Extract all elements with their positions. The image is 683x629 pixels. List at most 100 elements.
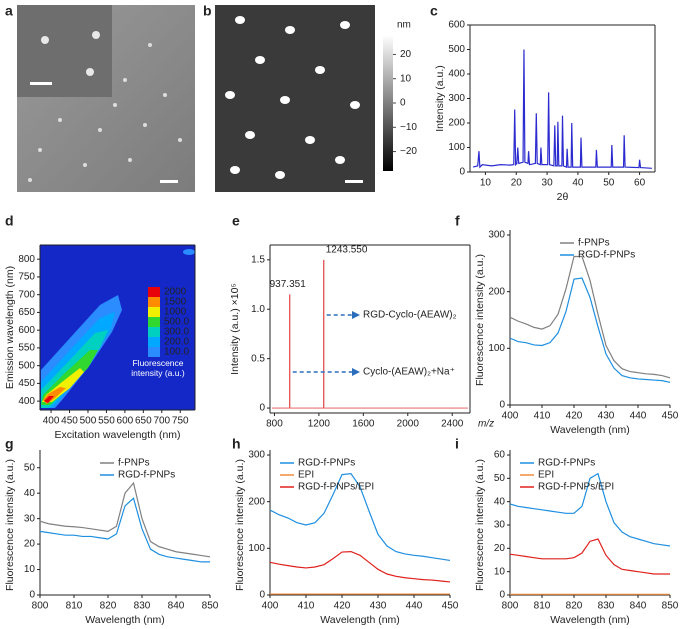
x-tick-label: 650 — [135, 416, 152, 427]
y-axis-label: Fluorescence intensity (a.u.) — [234, 459, 246, 591]
x-tick-label: 420 — [566, 411, 583, 422]
arrow-head — [352, 368, 360, 376]
y-tick-label: 800 — [18, 254, 35, 265]
x-tick-label: 1600 — [352, 419, 375, 430]
afm-image — [215, 5, 393, 192]
series-line — [39, 481, 211, 558]
legend-label: RGD-f-PNPs — [118, 470, 175, 481]
x-axis-label: 2θ — [557, 191, 569, 203]
series-line — [472, 49, 652, 169]
legend-label: 200.0 — [164, 337, 189, 348]
colorbar-tick-label: −20 — [400, 146, 417, 157]
y-tick-label: 750 — [18, 272, 35, 283]
x-tick-label: 410 — [298, 601, 315, 612]
panel-label: f — [455, 213, 460, 229]
y-tick-label: 400 — [18, 396, 35, 407]
x-tick-label: 410 — [534, 411, 551, 422]
x-tick-label: 450 — [61, 416, 78, 427]
x-tick-label: 600 — [117, 416, 134, 427]
y-tick-label: 0 — [459, 167, 465, 178]
y-tick-label: 10 — [24, 564, 36, 575]
legend-label: 1500 — [164, 297, 187, 308]
annotation: Cyclo-(AEAW)₂+Na⁺ — [363, 367, 455, 378]
y-tick-label: 600 — [448, 20, 465, 31]
legend-label: RGD-f-PNPs — [298, 458, 355, 469]
y-tick-label: 60 — [494, 450, 506, 461]
series-line — [269, 473, 451, 562]
legend-label: RGD-f-PNPs — [578, 250, 635, 261]
x-tick-label: 440 — [406, 601, 423, 612]
legend-label: 2000 — [164, 287, 187, 298]
x-tick-label: 830 — [598, 601, 615, 612]
annotation: RGD-Cyclo-(AEAW)₂ — [363, 310, 457, 321]
x-tick-label: 810 — [534, 601, 551, 612]
x-tick-label: 840 — [168, 601, 185, 612]
y-tick-label: 0 — [259, 403, 265, 414]
x-tick-label: 800 — [502, 601, 519, 612]
y-tick-label: 50 — [494, 473, 506, 484]
x-tick-label: 2400 — [441, 419, 464, 430]
x-tick-label: 800 — [32, 601, 49, 612]
y-tick-label: 0 — [499, 590, 505, 601]
x-tick-label: 800 — [266, 419, 283, 430]
y-tick-label: 300 — [248, 450, 265, 461]
series-line — [509, 472, 671, 547]
y-tick-label: 300 — [488, 230, 505, 241]
panel-label: e — [232, 213, 240, 229]
y-tick-label: 400 — [448, 69, 465, 80]
x-tick-label: 810 — [66, 601, 83, 612]
y-axis-label: Fluorescence intensity (a.u.) — [474, 459, 486, 591]
panel-label: h — [232, 436, 241, 452]
x-tick-label: 450 — [442, 601, 459, 612]
legend-label: 500.0 — [164, 317, 189, 328]
y-tick-label: 1.5 — [251, 254, 265, 265]
x-tick-label: 820 — [100, 601, 117, 612]
y-tick-label: 0 — [259, 590, 265, 601]
x-axis-label: Wavelength (nm) — [85, 614, 165, 626]
x-tick-label: 820 — [566, 601, 583, 612]
x-tick-label: 20 — [511, 178, 523, 189]
peak-label: 937.351 — [270, 279, 307, 290]
x-tick-label: 440 — [630, 411, 647, 422]
x-tick-label: 830 — [134, 601, 151, 612]
x-tick-label: 750 — [172, 416, 189, 427]
y-tick-label: 500 — [448, 44, 465, 55]
y-tick-label: 30 — [24, 513, 36, 524]
x-tick-label: 50 — [603, 178, 615, 189]
y-tick-label: 600 — [18, 325, 35, 336]
x-tick-label: 1200 — [308, 419, 331, 430]
arrow-head — [352, 311, 360, 319]
x-tick-label: 850 — [662, 601, 679, 612]
y-tick-label: 20 — [494, 543, 506, 554]
y-tick-label: 200 — [248, 496, 265, 507]
y-tick-label: 700 — [18, 289, 35, 300]
series-line — [269, 550, 451, 583]
legend-label: 100.0 — [164, 347, 189, 358]
colorbar-label: nm — [397, 20, 411, 31]
y-tick-label: 200 — [448, 118, 465, 129]
legend-swatch — [148, 327, 160, 337]
x-axis-label: Excitation wavelength (nm) — [54, 429, 180, 441]
y-tick-label: 50 — [24, 462, 36, 473]
panel-label: i — [455, 436, 459, 452]
x-tick-label: 450 — [662, 411, 679, 422]
colorbar-tick-label: 20 — [400, 49, 412, 60]
x-tick-label: 400 — [502, 411, 519, 422]
legend-label: RGD-f-PNPs/EPI — [538, 482, 614, 493]
y-tick-label: 100 — [248, 543, 265, 554]
legend-label: EPI — [298, 470, 314, 481]
x-tick-label: 60 — [634, 178, 646, 189]
legend-label: f-PNPs — [578, 238, 610, 249]
legend-label: EPI — [538, 470, 554, 481]
y-tick-label: 100 — [448, 142, 465, 153]
legend-label: RGD-f-PNPs — [538, 458, 595, 469]
legend-swatch — [148, 307, 160, 317]
y-tick-label: 500 — [18, 360, 35, 371]
y-axis-label: Intensity (a.u.) — [434, 65, 446, 132]
y-axis-label: Intensity (a.u.) ×10⁵ — [229, 283, 241, 375]
y-tick-label: 40 — [24, 488, 36, 499]
y-tick-label: 450 — [18, 378, 35, 389]
y-tick-label: 0 — [499, 400, 505, 411]
x-tick-label: 500 — [80, 416, 97, 427]
